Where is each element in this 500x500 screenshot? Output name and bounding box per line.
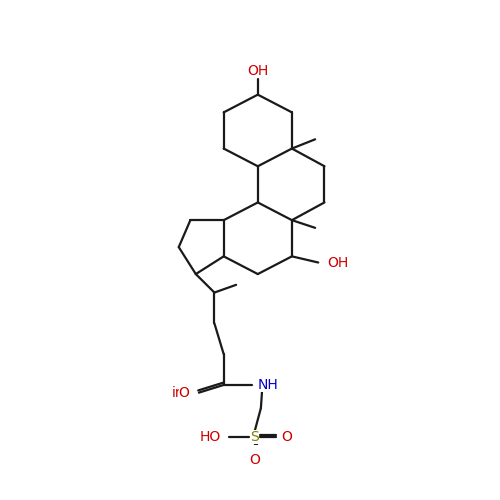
Text: int: int (172, 386, 190, 400)
Text: OH: OH (328, 256, 349, 270)
Text: O: O (250, 454, 260, 468)
Text: S: S (250, 430, 259, 444)
Text: O: O (178, 386, 190, 400)
Text: HO: HO (200, 430, 220, 444)
Text: OH: OH (247, 64, 268, 78)
Text: NH: NH (258, 378, 278, 392)
Text: O: O (281, 430, 292, 444)
